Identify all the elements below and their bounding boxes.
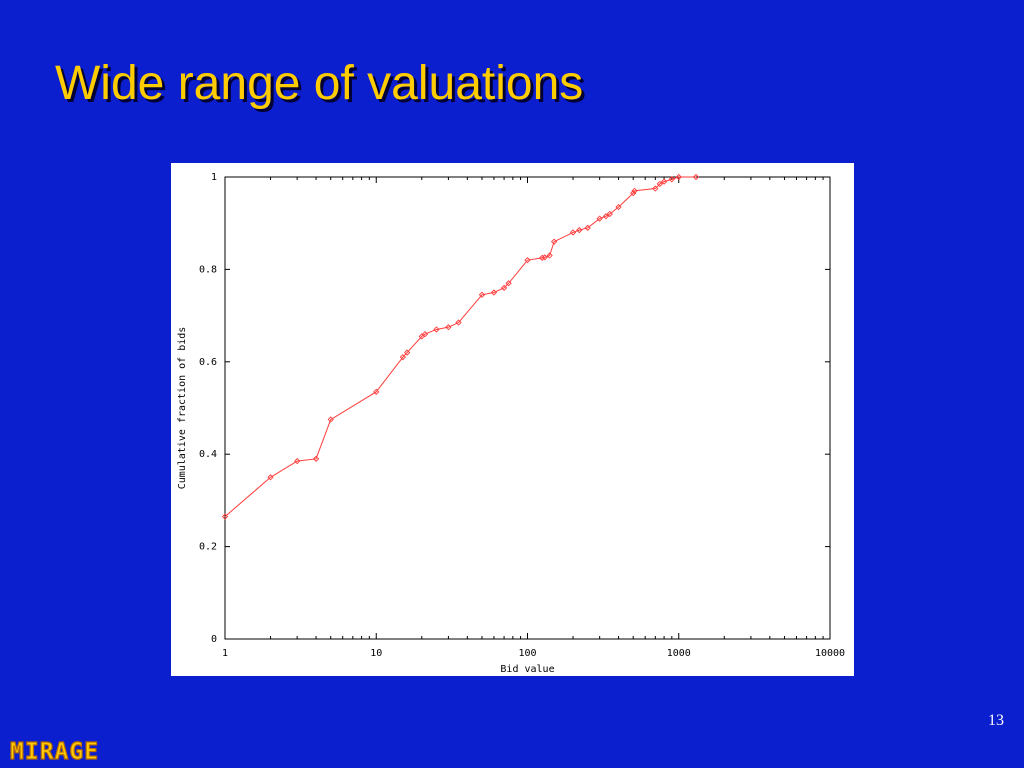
data-point (656, 180, 663, 188)
series-layer (221, 173, 700, 520)
data-point (569, 229, 577, 236)
data-point (596, 215, 603, 222)
svg-text:MIRAGE: MIRAGE (10, 739, 99, 764)
cdf-chart: 0 0.2 0.4 0.6 0.8 1 1 10 100 1000 10000 Bid value Cu… (177, 172, 845, 675)
x-tick-label: 10 (370, 648, 382, 659)
data-point (403, 349, 411, 356)
page-number: 13 (988, 712, 1004, 729)
data-point (692, 173, 700, 181)
y-tick-label: 0.6 (199, 357, 217, 368)
y-tick-label: 0.2 (199, 542, 217, 553)
data-point (631, 187, 638, 194)
data-point (505, 280, 512, 287)
data-point (606, 210, 613, 218)
data-point (546, 252, 553, 259)
data-point (455, 319, 462, 326)
y-tick-label: 0.8 (199, 264, 217, 275)
data-point (421, 330, 429, 338)
plot-frame (224, 176, 831, 640)
x-tick-label: 10000 (815, 648, 845, 659)
chart-panel: 0 0.2 0.4 0.6 0.8 1 1 10 100 1000 10000 Bid value Cu… (171, 163, 854, 676)
data-point (312, 455, 320, 462)
labels-layer: 0 0.2 0.4 0.6 0.8 1 1 10 100 1000 10000 Bid value Cu… (177, 172, 845, 675)
data-point (373, 388, 380, 395)
x-tick-label: 100 (518, 648, 536, 659)
series-line (224, 176, 696, 517)
data-point (660, 178, 668, 185)
mirage-logo: MIRAGE (9, 738, 99, 764)
y-axis-label: Cumulative fraction of bids (177, 327, 188, 490)
data-point (675, 173, 682, 181)
ticks-layer (224, 176, 831, 640)
data-point (500, 284, 508, 292)
data-point (221, 513, 229, 520)
axes-layer (224, 176, 831, 640)
slide-title: Wide range of valuations (55, 57, 584, 110)
data-point (478, 291, 486, 298)
data-point (294, 457, 301, 465)
data-point (668, 176, 675, 183)
data-point (630, 190, 637, 197)
x-tick-label: 1000 (667, 648, 691, 659)
x-axis-label: Bid value (500, 664, 554, 675)
data-point (584, 224, 591, 231)
data-point (433, 326, 440, 333)
data-point (524, 257, 531, 264)
data-point (602, 213, 610, 220)
y-tick-label: 0.4 (199, 449, 217, 460)
data-point (652, 185, 659, 192)
data-point (615, 203, 622, 211)
data-point (550, 238, 558, 245)
data-point (576, 226, 583, 234)
data-point (327, 416, 334, 423)
y-tick-label: 0 (211, 634, 217, 645)
data-point (267, 474, 274, 481)
data-point (490, 289, 498, 296)
y-tick-label: 1 (211, 172, 217, 183)
data-point (445, 324, 452, 331)
data-point (539, 254, 546, 261)
data-point (399, 354, 407, 361)
data-point (541, 254, 548, 261)
x-tick-label: 1 (222, 648, 228, 659)
